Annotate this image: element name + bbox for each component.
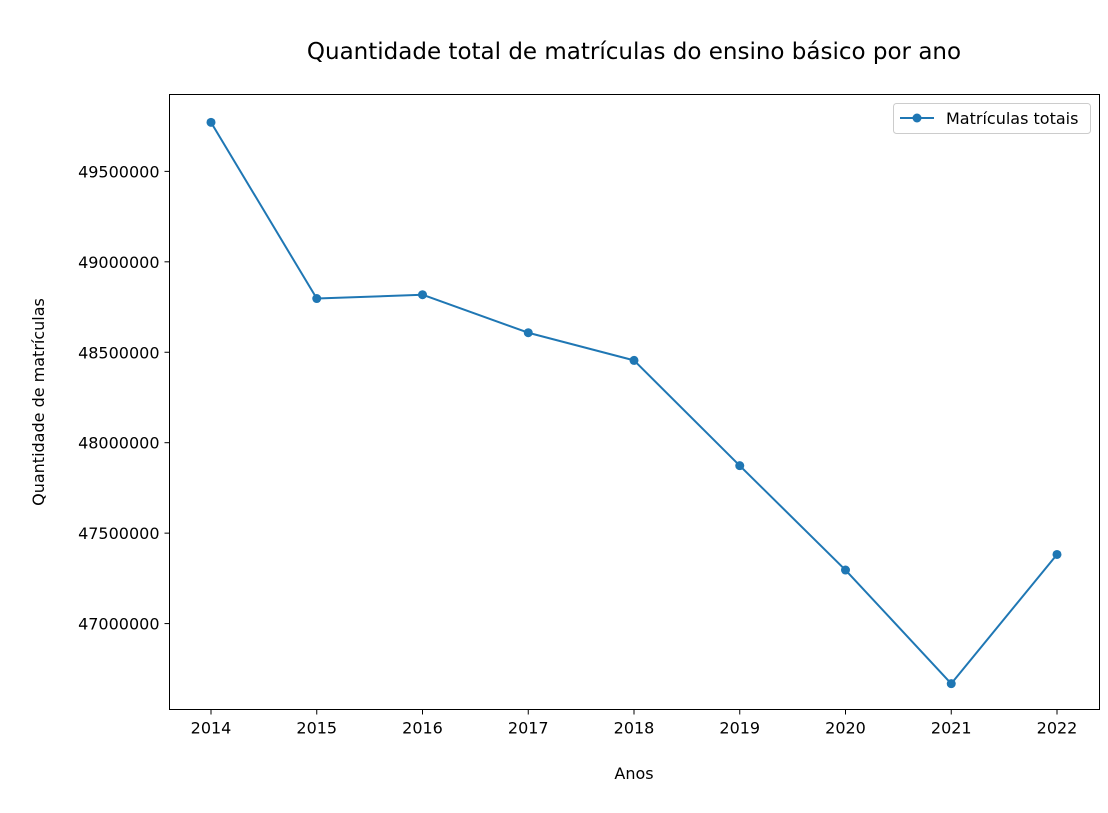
plot-frame (169, 94, 1100, 710)
x-tick-label: 2022 (1037, 719, 1078, 738)
legend-box (893, 103, 1091, 134)
legend-marker (912, 113, 922, 123)
data-point-2017 (523, 328, 533, 338)
series-line-matriculas-totais (210, 121, 1058, 685)
series-points (206, 117, 1062, 689)
x-axis-label: Anos (614, 764, 653, 783)
x-tick-label: 2014 (191, 719, 232, 738)
x-tick-label: 2021 (931, 719, 972, 738)
data-point-2020 (841, 565, 850, 575)
y-tick-label: 47500000 (78, 524, 159, 543)
y-tick-label: 49000000 (78, 253, 159, 272)
data-point-2016 (418, 290, 427, 300)
x-tick-label: 2020 (825, 719, 866, 738)
x-tick-label: 2019 (719, 719, 760, 738)
x-tick-label: 2018 (614, 719, 655, 738)
data-point-2021 (946, 679, 956, 689)
y-tick-label: 48500000 (78, 343, 159, 362)
y-axis: 47000000 47500000 48000000 48500000 49000000… (78, 162, 170, 634)
x-tick-label: 2015 (296, 719, 337, 738)
y-axis-label: Quantidade de matrículas (29, 298, 48, 506)
data-point-2015 (312, 294, 322, 304)
data-point-2018 (629, 355, 639, 365)
y-tick-label: 48000000 (78, 434, 159, 453)
y-tick-label: 47000000 (78, 615, 159, 634)
legend: Matrículas totais (893, 103, 1091, 134)
x-axis: 2014 2015 2016 2017 2018 2019 2020 2021 2022 (191, 709, 1078, 738)
data-point-2014 (206, 117, 216, 127)
chart-title: Quantidade total de matrículas do ensino… (307, 39, 961, 65)
data-point-2019 (735, 461, 745, 471)
y-tick-label: 49500000 (78, 162, 159, 181)
data-point-2022 (1052, 549, 1062, 559)
x-tick-label: 2016 (402, 719, 443, 738)
legend-label: Matrículas totais (946, 109, 1078, 128)
x-tick-label: 2017 (508, 719, 549, 738)
